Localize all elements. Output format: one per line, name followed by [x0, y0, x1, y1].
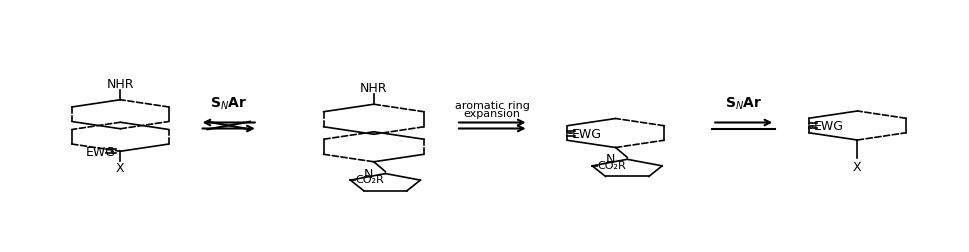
Text: aromatic ring: aromatic ring — [454, 101, 529, 111]
Text: X: X — [852, 160, 860, 173]
Text: CO₂R: CO₂R — [355, 174, 384, 184]
Text: EWG: EWG — [813, 119, 843, 133]
Text: X: X — [116, 162, 125, 175]
Text: NHR: NHR — [107, 77, 134, 90]
Text: NHR: NHR — [359, 82, 388, 95]
Text: CO₂R: CO₂R — [597, 160, 625, 170]
Text: S$_N$Ar: S$_N$Ar — [725, 96, 762, 112]
Text: expansion: expansion — [463, 109, 520, 118]
Text: S$_N$Ar: S$_N$Ar — [210, 96, 247, 112]
Text: N: N — [606, 153, 614, 166]
Text: EWG: EWG — [572, 127, 601, 140]
Text: N: N — [364, 167, 373, 180]
Text: EWG: EWG — [85, 145, 115, 158]
